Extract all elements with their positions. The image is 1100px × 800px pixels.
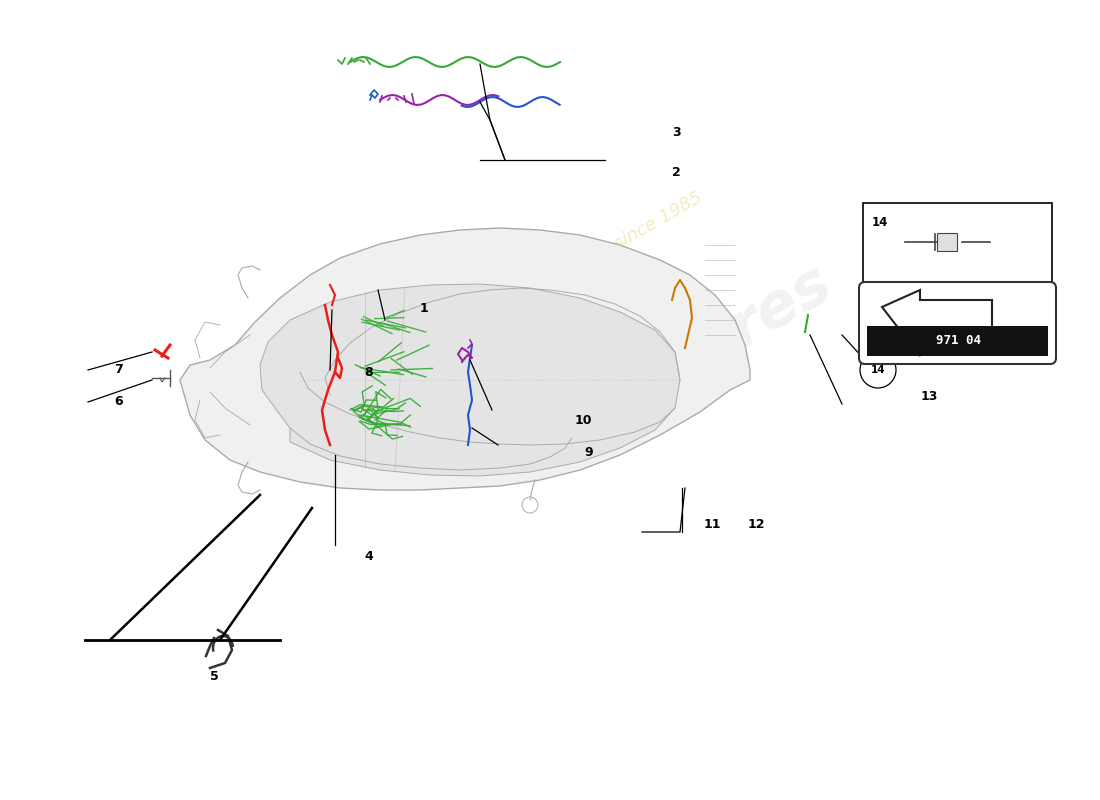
- Text: 7: 7: [114, 363, 123, 376]
- Text: 12: 12: [748, 518, 766, 530]
- FancyBboxPatch shape: [867, 326, 1048, 356]
- Text: a passion for parts since 1985: a passion for parts since 1985: [461, 188, 705, 340]
- Text: 8: 8: [364, 366, 373, 378]
- Text: 2: 2: [672, 166, 681, 178]
- Text: 971 04: 971 04: [935, 334, 980, 346]
- Text: eurospares: eurospares: [477, 254, 843, 498]
- Text: 1: 1: [419, 302, 428, 314]
- Polygon shape: [180, 228, 750, 490]
- FancyBboxPatch shape: [859, 282, 1056, 364]
- Text: 10: 10: [574, 414, 592, 426]
- Text: 6: 6: [114, 395, 123, 408]
- Text: 13: 13: [921, 390, 938, 402]
- Text: 14: 14: [871, 365, 886, 375]
- Text: 11: 11: [704, 518, 722, 530]
- Text: 14: 14: [872, 215, 889, 229]
- Polygon shape: [260, 284, 680, 476]
- Text: 3: 3: [672, 126, 681, 138]
- FancyBboxPatch shape: [937, 233, 957, 251]
- Polygon shape: [882, 290, 992, 356]
- Text: 4: 4: [364, 550, 373, 562]
- FancyBboxPatch shape: [864, 203, 1052, 282]
- Text: 9: 9: [584, 446, 593, 458]
- Text: 5: 5: [210, 670, 219, 682]
